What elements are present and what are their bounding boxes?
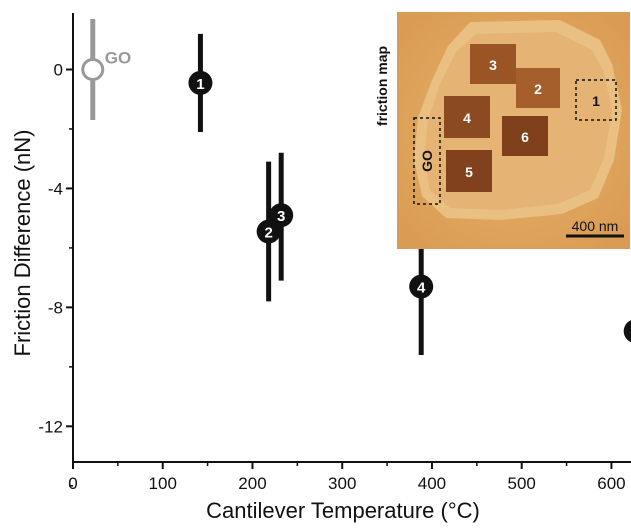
x-tick-label-0: 0 — [68, 474, 77, 493]
axes: 01002003004005006007000-4-8-12 — [38, 13, 631, 493]
y-tick-label-1: -4 — [48, 179, 63, 198]
point-3 — [269, 203, 294, 228]
go-reference-point — [81, 57, 105, 81]
region-6 — [502, 116, 548, 156]
region-3-label: 3 — [489, 57, 497, 73]
region-1-box — [575, 79, 617, 121]
point-4 — [409, 274, 434, 299]
region-4-label: 4 — [463, 110, 471, 126]
go-region-box — [413, 117, 441, 205]
region-6-label: 6 — [521, 129, 529, 145]
x-tick-label-6: 600 — [597, 474, 625, 493]
scale-bar-label: 400 nm — [572, 218, 619, 234]
point-2-label: 2 — [264, 225, 272, 242]
x-tick-label-2: 200 — [238, 474, 266, 493]
region-5-label: 5 — [465, 164, 473, 180]
region-1-label: 1 — [592, 93, 600, 109]
x-axis-title: Cantilever Temperature (°C) — [206, 498, 480, 523]
region-2 — [516, 68, 560, 108]
x-tick-label-5: 500 — [508, 474, 536, 493]
y-axis-title: Friction Difference (nN) — [10, 130, 35, 357]
point-4-label: 4 — [417, 280, 426, 297]
point-2 — [256, 219, 281, 244]
region-3 — [470, 44, 516, 84]
go-reference-label: GO — [105, 48, 131, 67]
inset-title: friction map — [374, 46, 390, 126]
y-tick-label-3: -12 — [38, 417, 63, 436]
point-3-label: 3 — [277, 208, 285, 225]
region-2-label: 2 — [534, 81, 542, 97]
x-tick-label-1: 100 — [149, 474, 177, 493]
point-1 — [188, 70, 213, 95]
region-5 — [446, 150, 492, 192]
region-4 — [444, 96, 490, 138]
x-tick-label-4: 400 — [418, 474, 446, 493]
point-1-label: 1 — [196, 76, 204, 93]
x-tick-label-3: 300 — [328, 474, 356, 493]
friction-map-inset: 3 2 4 6 5 1 GO friction map 400 nm — [374, 12, 630, 249]
y-tick-label-2: -8 — [48, 298, 63, 317]
y-tick-label-0: 0 — [54, 60, 63, 79]
go-region-label: GO — [419, 150, 435, 172]
point-5 — [623, 320, 631, 343]
